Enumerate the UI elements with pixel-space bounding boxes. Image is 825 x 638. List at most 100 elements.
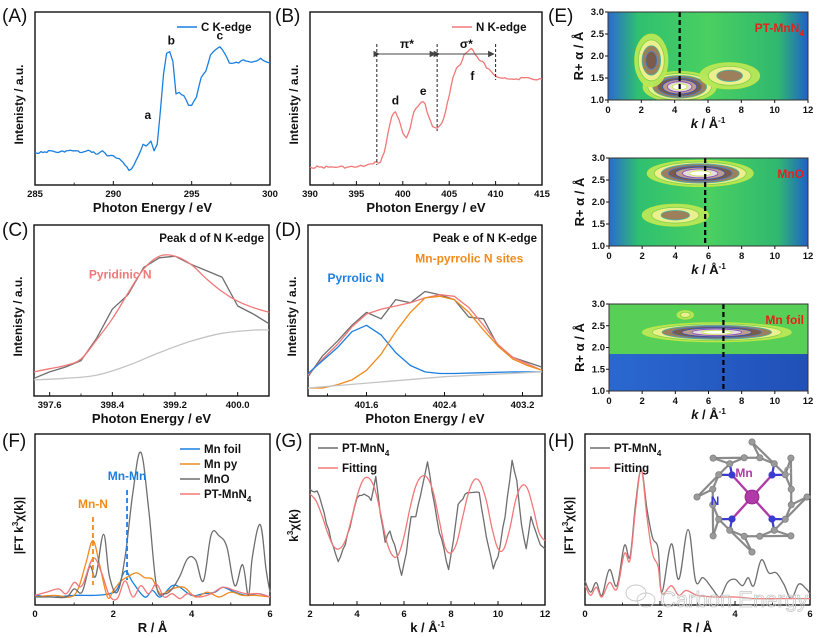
legend-label: Mn py — [204, 459, 238, 471]
carbon-atom — [693, 493, 701, 501]
mnn4-structure-inset: Mn N C — [693, 438, 811, 556]
x-tick-label: 290 — [105, 189, 121, 200]
y-axis-label-main: |FT k — [562, 526, 576, 554]
carbon-atom — [770, 526, 778, 534]
series-line-pyrrolic-n — [307, 324, 542, 375]
y-axis-label-rest: χ(k)| — [562, 497, 576, 522]
y-axis-label-main: |FT k — [12, 526, 26, 554]
x-axis-label: R / Å — [138, 620, 168, 635]
contour-level — [660, 210, 690, 221]
mn-atom-label: Mn — [735, 466, 752, 480]
legend-label-main: PT-MnN — [614, 443, 657, 455]
x-tick-label: 6 — [706, 396, 711, 407]
y-tick-label: 1.0 — [592, 386, 605, 397]
peak-label: d — [392, 94, 399, 108]
bond-marker-label: Mn-Mn — [108, 469, 147, 483]
x-tick-label: 0 — [32, 609, 37, 620]
legend-label: PT-MnN4 — [204, 489, 252, 504]
x-axis-label-main: k / Å — [410, 620, 438, 635]
carbon-atom — [770, 460, 778, 468]
contour-level — [701, 329, 733, 335]
x-tick-label: 4 — [673, 396, 679, 407]
carbon-atom — [781, 471, 789, 479]
c-atom-label: C — [784, 464, 793, 478]
y-axis-label-sup: 3 — [11, 521, 20, 526]
wavelet-map-mn-foil: Mn foil 0 2 4 6 8 10 12 1.0 1.5 2.0 2.5 3.0 k / Å-1 R+… — [572, 299, 813, 422]
panel-label: (C) — [2, 220, 28, 241]
y-tick-label: 3.0 — [591, 7, 604, 18]
heatmap-body — [608, 12, 808, 100]
series-line-mno — [34, 451, 271, 599]
panel-b: 390 395 400 405 410 415 Photon Energy / eV Inte… — [275, 6, 551, 215]
series-annotation: Pyrrolic N — [328, 271, 385, 285]
contour-level — [645, 51, 658, 70]
watermark-icon — [636, 592, 656, 608]
panel-f: 0 2 4 6 R / Å |FT k3χ(k)| (F) Mn foil Mn py MnO PT… — [2, 431, 273, 635]
series-annotation: Mn-pyrrolic N sites — [415, 252, 523, 266]
panel-c: 397.6 398.4 399.2 400.0 Photon Energy / eV In… — [2, 220, 270, 426]
x-tick-label: 403.2 — [511, 400, 535, 411]
x-tick-label: 2 — [639, 105, 644, 116]
y-tick-label: 1.0 — [592, 241, 605, 252]
peak-label: c — [217, 29, 224, 43]
x-tick-label: 6 — [705, 105, 710, 116]
x-tick-label: 4 — [354, 609, 360, 620]
carbon-atom — [803, 493, 811, 501]
peak-label: b — [168, 33, 175, 47]
x-tick-label: 12 — [540, 609, 551, 620]
y-axis-label: R+ α / Å — [572, 322, 587, 371]
carbon-atom — [787, 501, 795, 509]
legend-label: PT-MnN4 — [342, 443, 390, 458]
plot-frame — [307, 224, 543, 397]
y-axis-label: |FT k3χ(k)| — [561, 497, 576, 554]
x-axis-label: Photon Energy / eV — [93, 200, 213, 215]
legend-label-sub: 4 — [657, 449, 662, 458]
carbon-atom — [756, 532, 764, 540]
x-tick-label: 390 — [302, 189, 318, 200]
peak-label: f — [470, 69, 475, 83]
x-tick-label: 295 — [184, 189, 201, 200]
panel-a: 285 290 295 300 Photon Energy / eV Intenisty … — [2, 6, 278, 215]
y-axis-label-rest: χ(k) — [287, 509, 301, 531]
series-line-pt-mnn4 — [34, 557, 271, 601]
x-tick-label: 399.2 — [163, 400, 187, 411]
series-line-fitting — [584, 469, 810, 600]
y-tick-label: 2.0 — [592, 197, 605, 208]
contour-level — [689, 170, 712, 177]
legend-label-main: PT-MnN — [342, 443, 385, 455]
x-tick-label: 402.4 — [433, 400, 457, 411]
y-axis-label: R+ α / Å — [572, 177, 587, 226]
x-tick-label: 4 — [189, 609, 195, 620]
carbon-atom — [787, 532, 795, 540]
x-tick-label: 12 — [803, 396, 814, 407]
x-axis-label: Photon Energy / eV — [365, 411, 485, 426]
x-tick-label: 4 — [673, 251, 679, 262]
watermark-text: Carbon Energy — [660, 587, 808, 612]
series-line-mn-py — [34, 540, 271, 599]
map-label-sub: 4 — [799, 28, 804, 38]
x-axis-label: Photon Energy / eV — [92, 411, 212, 426]
x-axis-label: k / Å-1 — [410, 620, 445, 635]
legend-label: N K-edge — [476, 22, 526, 34]
region-label: π* — [400, 37, 414, 51]
series-line-fitting — [309, 474, 546, 559]
y-tick-label: 1.0 — [591, 95, 604, 106]
series-line-pt-mnn4 — [584, 469, 811, 600]
y-tick-label: 2.0 — [592, 343, 605, 354]
x-tick-label: 398.4 — [100, 400, 124, 411]
carbon-atom — [787, 454, 795, 462]
y-tick-label: 2.0 — [591, 51, 604, 62]
plot-frame — [309, 11, 543, 186]
legend-label: PT-MnN4 — [614, 443, 662, 458]
legend-label-sub: 4 — [385, 449, 390, 458]
x-axis-label-k: k — [691, 262, 699, 277]
legend-label: Fitting — [342, 463, 377, 475]
legend-label: Fitting — [614, 463, 649, 475]
x-tick-label: 10 — [770, 251, 781, 262]
series-line-mn-pyrrolic-n-sites — [308, 295, 543, 389]
x-tick-label: 6 — [401, 609, 406, 620]
y-axis-label: Intenisty / a.u. — [285, 276, 299, 356]
y-tick-label: 1.5 — [592, 364, 606, 375]
carbon-atom — [740, 454, 748, 462]
